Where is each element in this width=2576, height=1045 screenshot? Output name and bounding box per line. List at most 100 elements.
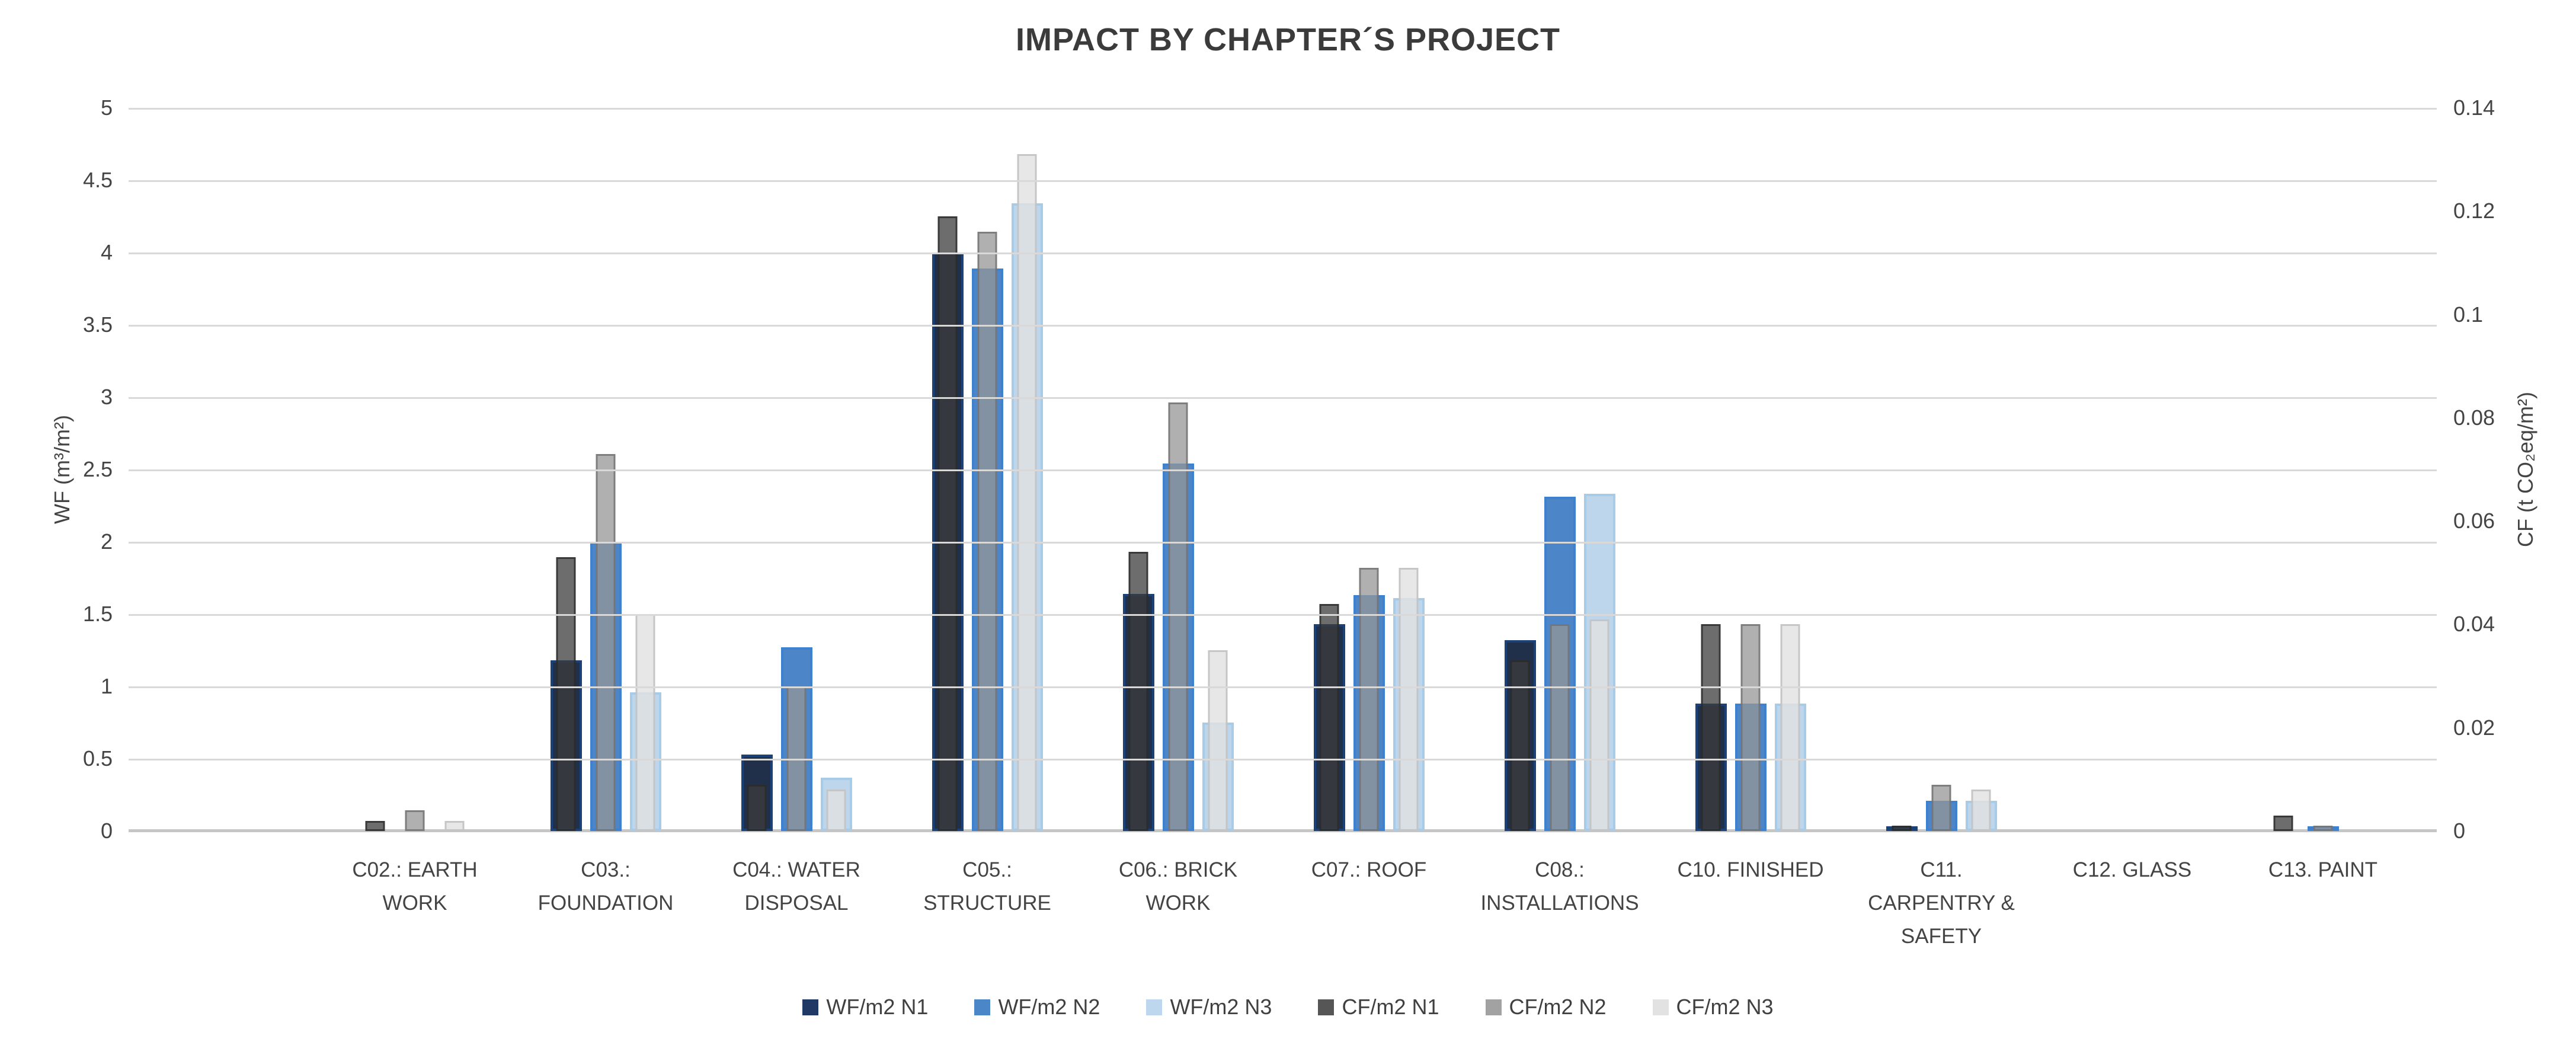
bar-pair [1544, 108, 1576, 831]
axis-tick-label: 5 [100, 95, 113, 120]
bar-group [701, 108, 892, 831]
cf-bar-n1 [747, 784, 767, 831]
category-label: C11. CARPENTRY & SAFETY [1868, 858, 2015, 948]
axis-tick-label: 0 [2453, 819, 2466, 843]
cf-bar-n3 [826, 790, 846, 831]
legend-label: CF/m2 N1 [1342, 995, 1439, 1019]
gridline [129, 614, 2437, 616]
legend-label: CF/m2 N3 [1676, 995, 1774, 1019]
bar-pair [1313, 108, 1345, 831]
bar-pair [1393, 108, 1425, 831]
axis-tick-label: 0.5 [82, 746, 113, 771]
axis-tick-label: 0.12 [2453, 199, 2495, 223]
cf-bar-n1 [556, 557, 576, 831]
bar-pair [1735, 108, 1767, 831]
cf-bar-n1 [1319, 603, 1339, 831]
legend-item: CF/m2 N3 [1652, 995, 1774, 1020]
legend-item: WF/m2 N3 [1146, 995, 1272, 1020]
category-label: C06.: BRICK WORK [1118, 858, 1238, 915]
bar-pair [1695, 108, 1727, 831]
category-label: C07.: ROOF [1311, 858, 1427, 881]
category-label: C03.: FOUNDATION [537, 858, 674, 915]
bar-pair [1122, 108, 1154, 831]
cf-bar-n2 [1168, 402, 1188, 831]
category-label: C08.: INSTALLATIONS [1480, 858, 1639, 915]
bar-pair [2268, 108, 2299, 831]
legend-label: WF/m2 N2 [998, 995, 1100, 1019]
legend-item: CF/m2 N2 [1485, 995, 1607, 1020]
axis-tick-label: 0.02 [2453, 715, 2495, 740]
gridline [129, 469, 2437, 471]
bar-pair [1583, 108, 1615, 831]
x-axis-line [129, 829, 2437, 832]
gridline [129, 325, 2437, 327]
legend-swatch-icon [1652, 999, 1669, 1015]
gridline [129, 397, 2437, 399]
gridline [129, 759, 2437, 760]
bar-pair [1925, 108, 1957, 831]
legend-label: WF/m2 N3 [1170, 995, 1272, 1019]
axis-tick-label: 3 [100, 385, 113, 409]
axis-tick-label: 0.04 [2453, 612, 2495, 637]
cf-bar-n1 [1701, 624, 1721, 831]
cf-bar-n2 [1359, 567, 1379, 831]
gridline [129, 180, 2437, 182]
bar-pair [550, 108, 582, 831]
axis-tick-label: 0.08 [2453, 405, 2495, 430]
category-label: C02.: EARTH WORK [352, 858, 478, 915]
legend-swatch-icon [802, 999, 819, 1015]
bar-pair [1011, 108, 1043, 831]
bar-group [1273, 108, 1464, 831]
bar-pair [820, 108, 852, 831]
bar-pair [1353, 108, 1385, 831]
bar-group [1464, 108, 1655, 831]
axis-tick-label: 2.5 [82, 457, 113, 481]
axis-tick-label: 1 [100, 674, 113, 698]
gridline [129, 253, 2437, 254]
legend-item: WF/m2 N2 [974, 995, 1100, 1020]
cf-bar-n3 [1017, 154, 1037, 831]
cf-bar-n2 [596, 453, 616, 831]
cf-bar-n1 [365, 820, 385, 831]
cf-bar-n3 [635, 614, 655, 831]
bar-pair [1202, 108, 1234, 831]
category-label: C10. FINISHED [1677, 858, 1824, 881]
axis-tick-label: 1.5 [82, 602, 113, 626]
axis-tick-label: 2 [100, 529, 113, 554]
cf-bar-n3 [1589, 619, 1609, 831]
cf-bar-n2 [405, 810, 425, 831]
legend-swatch-icon [1146, 999, 1163, 1015]
axis-tick-label: 3.5 [82, 312, 113, 337]
bar-pair [439, 108, 471, 831]
gridline [129, 686, 2437, 688]
legend-item: WF/m2 N1 [802, 995, 928, 1020]
cf-bar-n1 [1510, 660, 1530, 831]
bar-pair [360, 108, 391, 831]
cf-bar-n2 [1740, 624, 1761, 831]
legend-label: CF/m2 N2 [1509, 995, 1607, 1019]
cf-bar-n3 [1780, 624, 1800, 831]
cf-bar-n1 [1892, 826, 1912, 831]
category-label: C05.: STRUCTURE [923, 858, 1051, 915]
category-label: C04.: WATER DISPOSAL [732, 858, 860, 915]
left-axis-ticks: 5 4.5 4 3.5 3 2.5 2 1.5 1 0.5 0 [0, 97, 113, 842]
bar-pair [1504, 108, 1536, 831]
bar-pair [971, 108, 1003, 831]
plot-area [129, 108, 2437, 832]
right-axis-ticks: 0.14 0.12 0.1 0.08 0.06 0.04 0.02 0 [2453, 97, 2572, 842]
bar-group [2228, 108, 2418, 831]
gridline [129, 542, 2437, 544]
cf-bar-n3 [444, 820, 465, 831]
cf-bar-n2 [977, 232, 997, 831]
legend: WF/m2 N1 WF/m2 N2 WF/m2 N3 CF/m2 N1 CF/m2 N2… [0, 995, 2576, 1020]
cf-bar-n3 [1399, 567, 1419, 831]
bar-pair [1774, 108, 1806, 831]
cf-bar-n1 [937, 216, 958, 831]
legend-item: CF/m2 N1 [1318, 995, 1439, 1020]
bar-pair [2307, 108, 2339, 831]
cf-bar-n2 [2313, 826, 2333, 831]
category-label: C12. GLASS [2072, 858, 2192, 881]
category-label: C13. PAINT [2268, 858, 2378, 881]
cf-bar-n1 [2273, 815, 2293, 831]
axis-tick-label: 4 [100, 240, 113, 264]
